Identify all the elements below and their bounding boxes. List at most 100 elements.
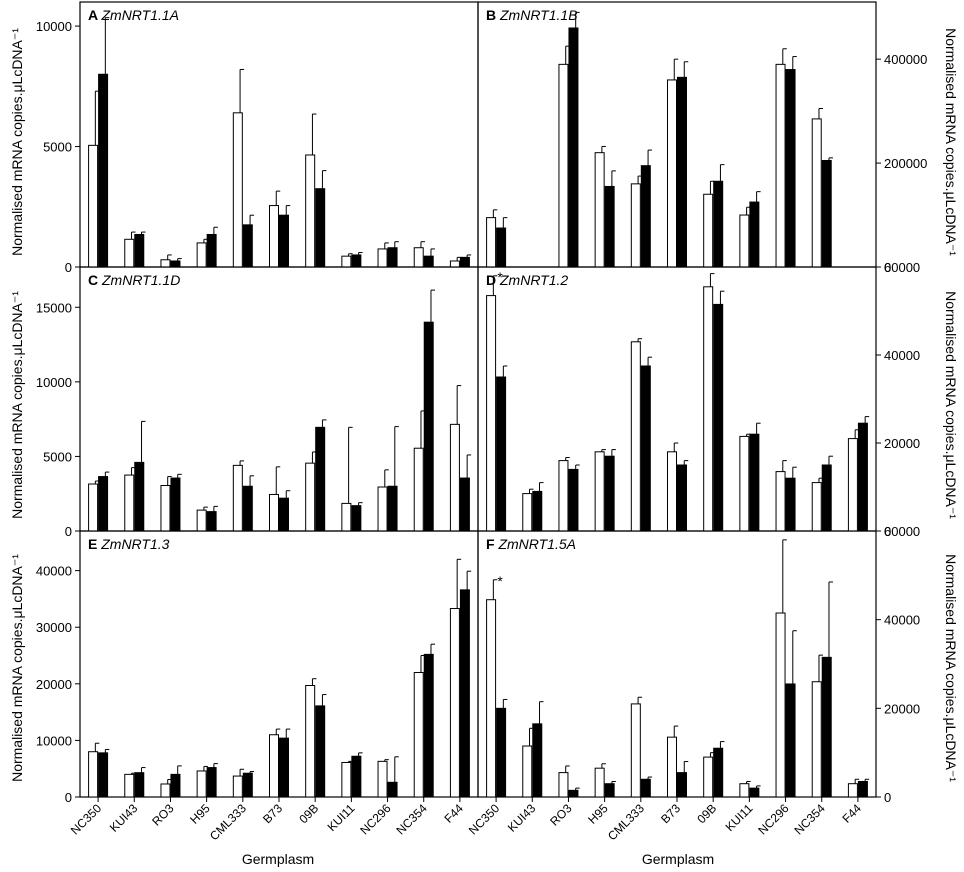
y-tick-label: 20000 — [884, 701, 920, 716]
panel-label: F ZmNRT1.5A — [486, 536, 576, 552]
significance-asterisk: * — [497, 573, 503, 589]
bar-solid-nc350 — [98, 476, 109, 532]
y-axis-title-left-bottom: Normalised mRNA copies.μLcDNA⁻¹ — [9, 554, 25, 782]
bar-open-nc296 — [775, 612, 786, 798]
bar-open-ro3 — [160, 485, 171, 532]
y-tick-label: 20000 — [884, 436, 920, 451]
bar-open-nc296 — [775, 471, 786, 532]
bar-solid-nc350 — [98, 752, 109, 798]
bar-solid-nc350 — [496, 227, 507, 268]
y-tick-label: 0 — [65, 260, 72, 275]
bar-open-ro3 — [160, 783, 171, 798]
bar-solid-kui11 — [351, 505, 362, 532]
y-tick-label: 15000 — [36, 300, 72, 315]
x-tick-label-f44: F44 — [442, 801, 467, 826]
x-axis-title-right: Germplasm — [642, 851, 714, 867]
bar-open-kui43 — [124, 773, 135, 798]
bar-solid-kui43 — [134, 233, 145, 268]
y-tick-label: 10000 — [36, 375, 72, 390]
panel-e: E ZmNRT1.3 0 10000 20000 30000 40000 NC350 KUI4… — [36, 530, 479, 843]
bar-solid-ro3 — [568, 468, 579, 532]
bar-solid-b73 — [279, 497, 289, 532]
bar-open-cml333 — [232, 112, 243, 268]
bar-solid-cml333 — [640, 165, 651, 268]
gene-name: ZmNRT1.1D — [101, 272, 180, 288]
bar-open-h95 — [196, 242, 207, 268]
bar-open-h95 — [594, 767, 605, 798]
panel-a: A ZmNRT1.1A 0 5000 10000 — [36, 1, 479, 275]
bar-open-nc296 — [377, 486, 388, 532]
y-tick-label: 60000 — [884, 260, 920, 275]
panel-label: E ZmNRT1.3 — [88, 536, 170, 552]
bar-solid-09b — [315, 188, 326, 268]
bar-solid-ro3 — [170, 477, 181, 532]
y-tick-label: 0 — [884, 524, 891, 539]
y-axis-title-right-top: Normalised mRNA copies.μLcDNA⁻¹ — [943, 28, 959, 256]
bar-open-nc354 — [811, 681, 822, 798]
bar-open-nc350 — [88, 144, 99, 268]
bar-solid-kui11 — [351, 254, 362, 268]
gene-name: ZmNRT1.3 — [100, 536, 169, 552]
bar-solid-nc296 — [785, 683, 796, 798]
bar-solid-b73 — [677, 464, 687, 532]
bar-solid-kui11 — [749, 787, 760, 798]
bar-solid-h95 — [604, 185, 615, 268]
bar-open-kui11 — [739, 214, 750, 268]
bar-solid-h95 — [206, 511, 217, 532]
bar-open-09b — [703, 286, 714, 532]
bar-open-cml333 — [630, 341, 641, 532]
bar-solid-ro3 — [170, 773, 181, 798]
bar-solid-ro3 — [568, 789, 579, 798]
bar-open-kui11 — [341, 255, 352, 268]
x-tick-label-b73: B73 — [658, 801, 683, 826]
panel-letter: F — [486, 536, 498, 552]
y-tick-label: 0 — [884, 790, 891, 805]
y-tick-label: 0 — [65, 524, 72, 539]
x-tick-label-b73: B73 — [260, 801, 285, 826]
bar-solid-nc296 — [387, 247, 398, 268]
panel-b: B ZmNRT1.1B 0 200000 400000 — [477, 1, 927, 275]
bar-open-f44 — [449, 260, 460, 268]
bar-solid-kui43 — [134, 461, 145, 532]
y-tick-label: 40000 — [36, 564, 72, 579]
bar-open-cml333 — [232, 775, 243, 798]
bar-solid-h95 — [604, 783, 615, 798]
bar-open-f44 — [449, 608, 460, 798]
bar-open-f44 — [449, 423, 460, 532]
x-tick-label-kui11: KUI11 — [325, 801, 358, 834]
bar-open-nc350 — [486, 599, 497, 798]
x-tick-label-nc296: NC296 — [357, 801, 394, 838]
bar-open-h95 — [594, 152, 605, 268]
x-tick-label-f44: F44 — [840, 801, 865, 826]
bar-open-nc296 — [377, 248, 388, 268]
bar-open-kui43 — [522, 745, 533, 798]
bar-solid-nc354 — [821, 464, 832, 532]
bar-solid-h95 — [206, 233, 217, 268]
bar-solid-b73 — [677, 76, 687, 268]
bar-open-b73 — [269, 205, 279, 268]
bar-open-nc354 — [413, 447, 424, 532]
bar-solid-f44 — [857, 780, 868, 798]
bar-solid-b73 — [279, 737, 289, 798]
bar-solid-cml333 — [640, 778, 651, 798]
bar-open-b73 — [667, 451, 677, 532]
bar-open-nc354 — [811, 482, 822, 532]
y-axis-title-right-bottom: Normalised mRNA copies.μLcDNA⁻¹ — [943, 554, 959, 782]
y-tick-label: 60000 — [884, 524, 920, 539]
bar-solid-cml333 — [242, 485, 253, 532]
bar-open-ro3 — [558, 772, 569, 798]
x-tick-label-09b: 09B — [296, 801, 321, 826]
y-tick-label: 30000 — [36, 620, 72, 635]
bar-open-ro3 — [558, 460, 569, 532]
x-tick-label-ro3: RO3 — [547, 801, 575, 829]
gene-name: ZmNRT1.1B — [499, 7, 578, 23]
y-tick-label: 5000 — [43, 449, 72, 464]
bar-solid-nc354 — [423, 255, 434, 268]
bar-solid-nc354 — [821, 159, 832, 268]
panel-f: F ZmNRT1.5A 0 20000 40000 60000 NC350 KUI43 RO3… — [466, 524, 920, 843]
y-tick-label: 200000 — [884, 156, 927, 171]
bar-solid-nc350 — [496, 707, 507, 798]
bar-solid-b73 — [677, 772, 687, 798]
